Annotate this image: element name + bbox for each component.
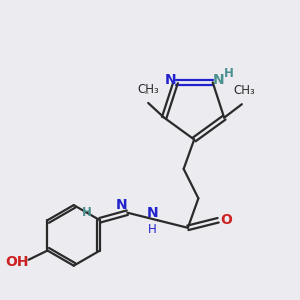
Text: CH₃: CH₃ [233, 84, 255, 97]
Text: N: N [116, 198, 128, 212]
Text: methyl: methyl [145, 93, 149, 94]
Text: N: N [212, 73, 224, 87]
Text: H: H [148, 223, 157, 236]
Text: O: O [220, 213, 232, 227]
Text: CH₃: CH₃ [137, 83, 159, 96]
Text: H: H [224, 67, 234, 80]
Text: N: N [164, 73, 176, 87]
Text: OH: OH [5, 255, 28, 269]
Text: N: N [146, 206, 158, 220]
Text: H: H [82, 206, 92, 219]
